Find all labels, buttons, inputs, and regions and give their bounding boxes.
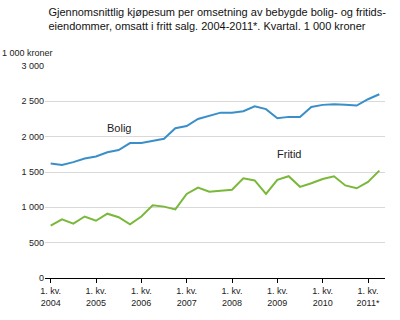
svg-text:1. kv.2008: 1. kv.2008 bbox=[222, 286, 243, 308]
svg-text:0: 0 bbox=[39, 273, 44, 283]
svg-text:1 000: 1 000 bbox=[21, 202, 44, 212]
svg-text:1. kv.2007: 1. kv.2007 bbox=[176, 286, 197, 308]
svg-text:500: 500 bbox=[29, 238, 44, 248]
svg-text:2 000: 2 000 bbox=[21, 132, 44, 142]
svg-text:3 000: 3 000 bbox=[21, 61, 44, 71]
svg-text:1 500: 1 500 bbox=[21, 167, 44, 177]
svg-text:1. kv.2004: 1. kv.2004 bbox=[40, 286, 61, 308]
svg-text:1. kv.2010: 1. kv.2010 bbox=[312, 286, 333, 308]
svg-text:Fritid: Fritid bbox=[277, 148, 301, 160]
svg-text:1. kv.2009: 1. kv.2009 bbox=[267, 286, 288, 308]
svg-text:1 000 kroner: 1 000 kroner bbox=[2, 48, 53, 58]
svg-text:2 500: 2 500 bbox=[21, 96, 44, 106]
svg-text:1. kv.2011*: 1. kv.2011* bbox=[357, 286, 380, 308]
svg-text:Bolig: Bolig bbox=[107, 122, 131, 134]
svg-text:1. kv.2006: 1. kv.2006 bbox=[131, 286, 152, 308]
svg-text:Gjennomsnittlig kjøpesum per o: Gjennomsnittlig kjøpesum per omsetning a… bbox=[48, 6, 386, 32]
svg-text:1. kv.2005: 1. kv.2005 bbox=[86, 286, 107, 308]
